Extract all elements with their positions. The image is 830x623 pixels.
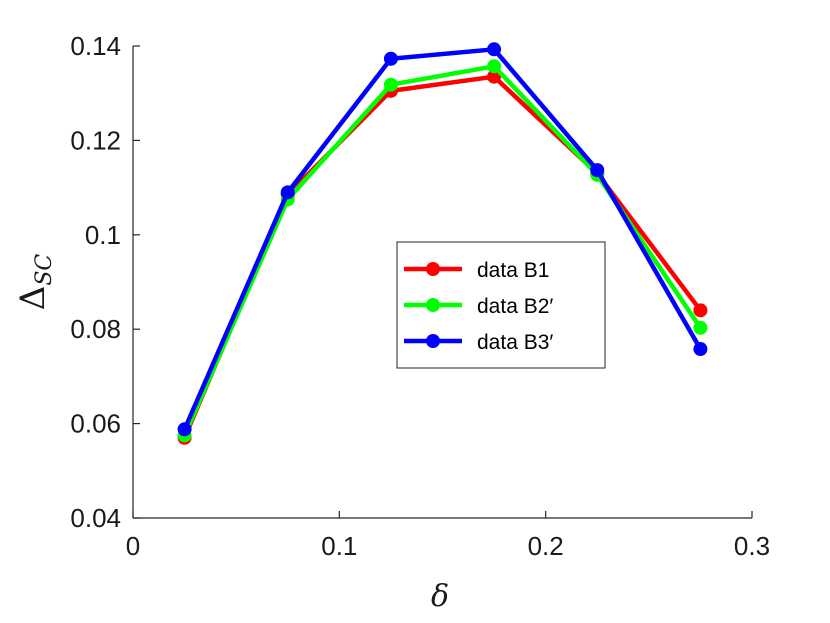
data-point (177, 422, 192, 437)
data-point (693, 320, 708, 335)
legend-label: data B1 (477, 259, 549, 282)
legend-marker (426, 262, 440, 276)
svg-text:ΔSC: ΔSC (13, 254, 57, 311)
axes (132, 46, 752, 519)
x-axis-label: δ (431, 579, 449, 614)
data-point (693, 342, 708, 357)
legend-label: data B3′ (477, 331, 553, 354)
legend: data B1 data B2′ data B3′ (396, 241, 606, 369)
y-tick-label: 0.1 (85, 220, 121, 250)
legend-marker (426, 334, 440, 348)
data-point (590, 163, 605, 178)
y-axis-label-subscript: SC (32, 254, 57, 286)
data-point (693, 303, 708, 318)
legend-label: data B2′ (477, 295, 553, 318)
data-point (383, 51, 398, 66)
data-point (487, 59, 502, 74)
y-tick-label: 0.04 (70, 503, 121, 533)
x-ticks: 0 0.1 0.2 0.3 (126, 511, 770, 561)
series-line (182, 47, 703, 432)
x-tick-label: 0.1 (321, 531, 357, 561)
y-tick-label: 0.14 (70, 31, 121, 61)
y-axis-label: ΔSC (13, 254, 57, 311)
series-3 (177, 42, 708, 437)
x-tick-label: 0 (126, 531, 140, 561)
x-tick-label: 0.2 (528, 531, 564, 561)
data-point (487, 42, 502, 57)
y-tick-label: 0.12 (70, 125, 121, 155)
legend-marker (426, 298, 440, 312)
y-ticks: 0.04 0.06 0.08 0.1 0.12 0.14 (70, 31, 140, 533)
series-layer (177, 42, 708, 445)
y-axis-label-main: Δ (13, 286, 53, 311)
data-point (280, 185, 295, 200)
y-tick-label: 0.08 (70, 314, 121, 344)
y-tick-label: 0.06 (70, 409, 121, 439)
x-tick-label: 0.3 (734, 531, 770, 561)
data-point (383, 77, 398, 92)
